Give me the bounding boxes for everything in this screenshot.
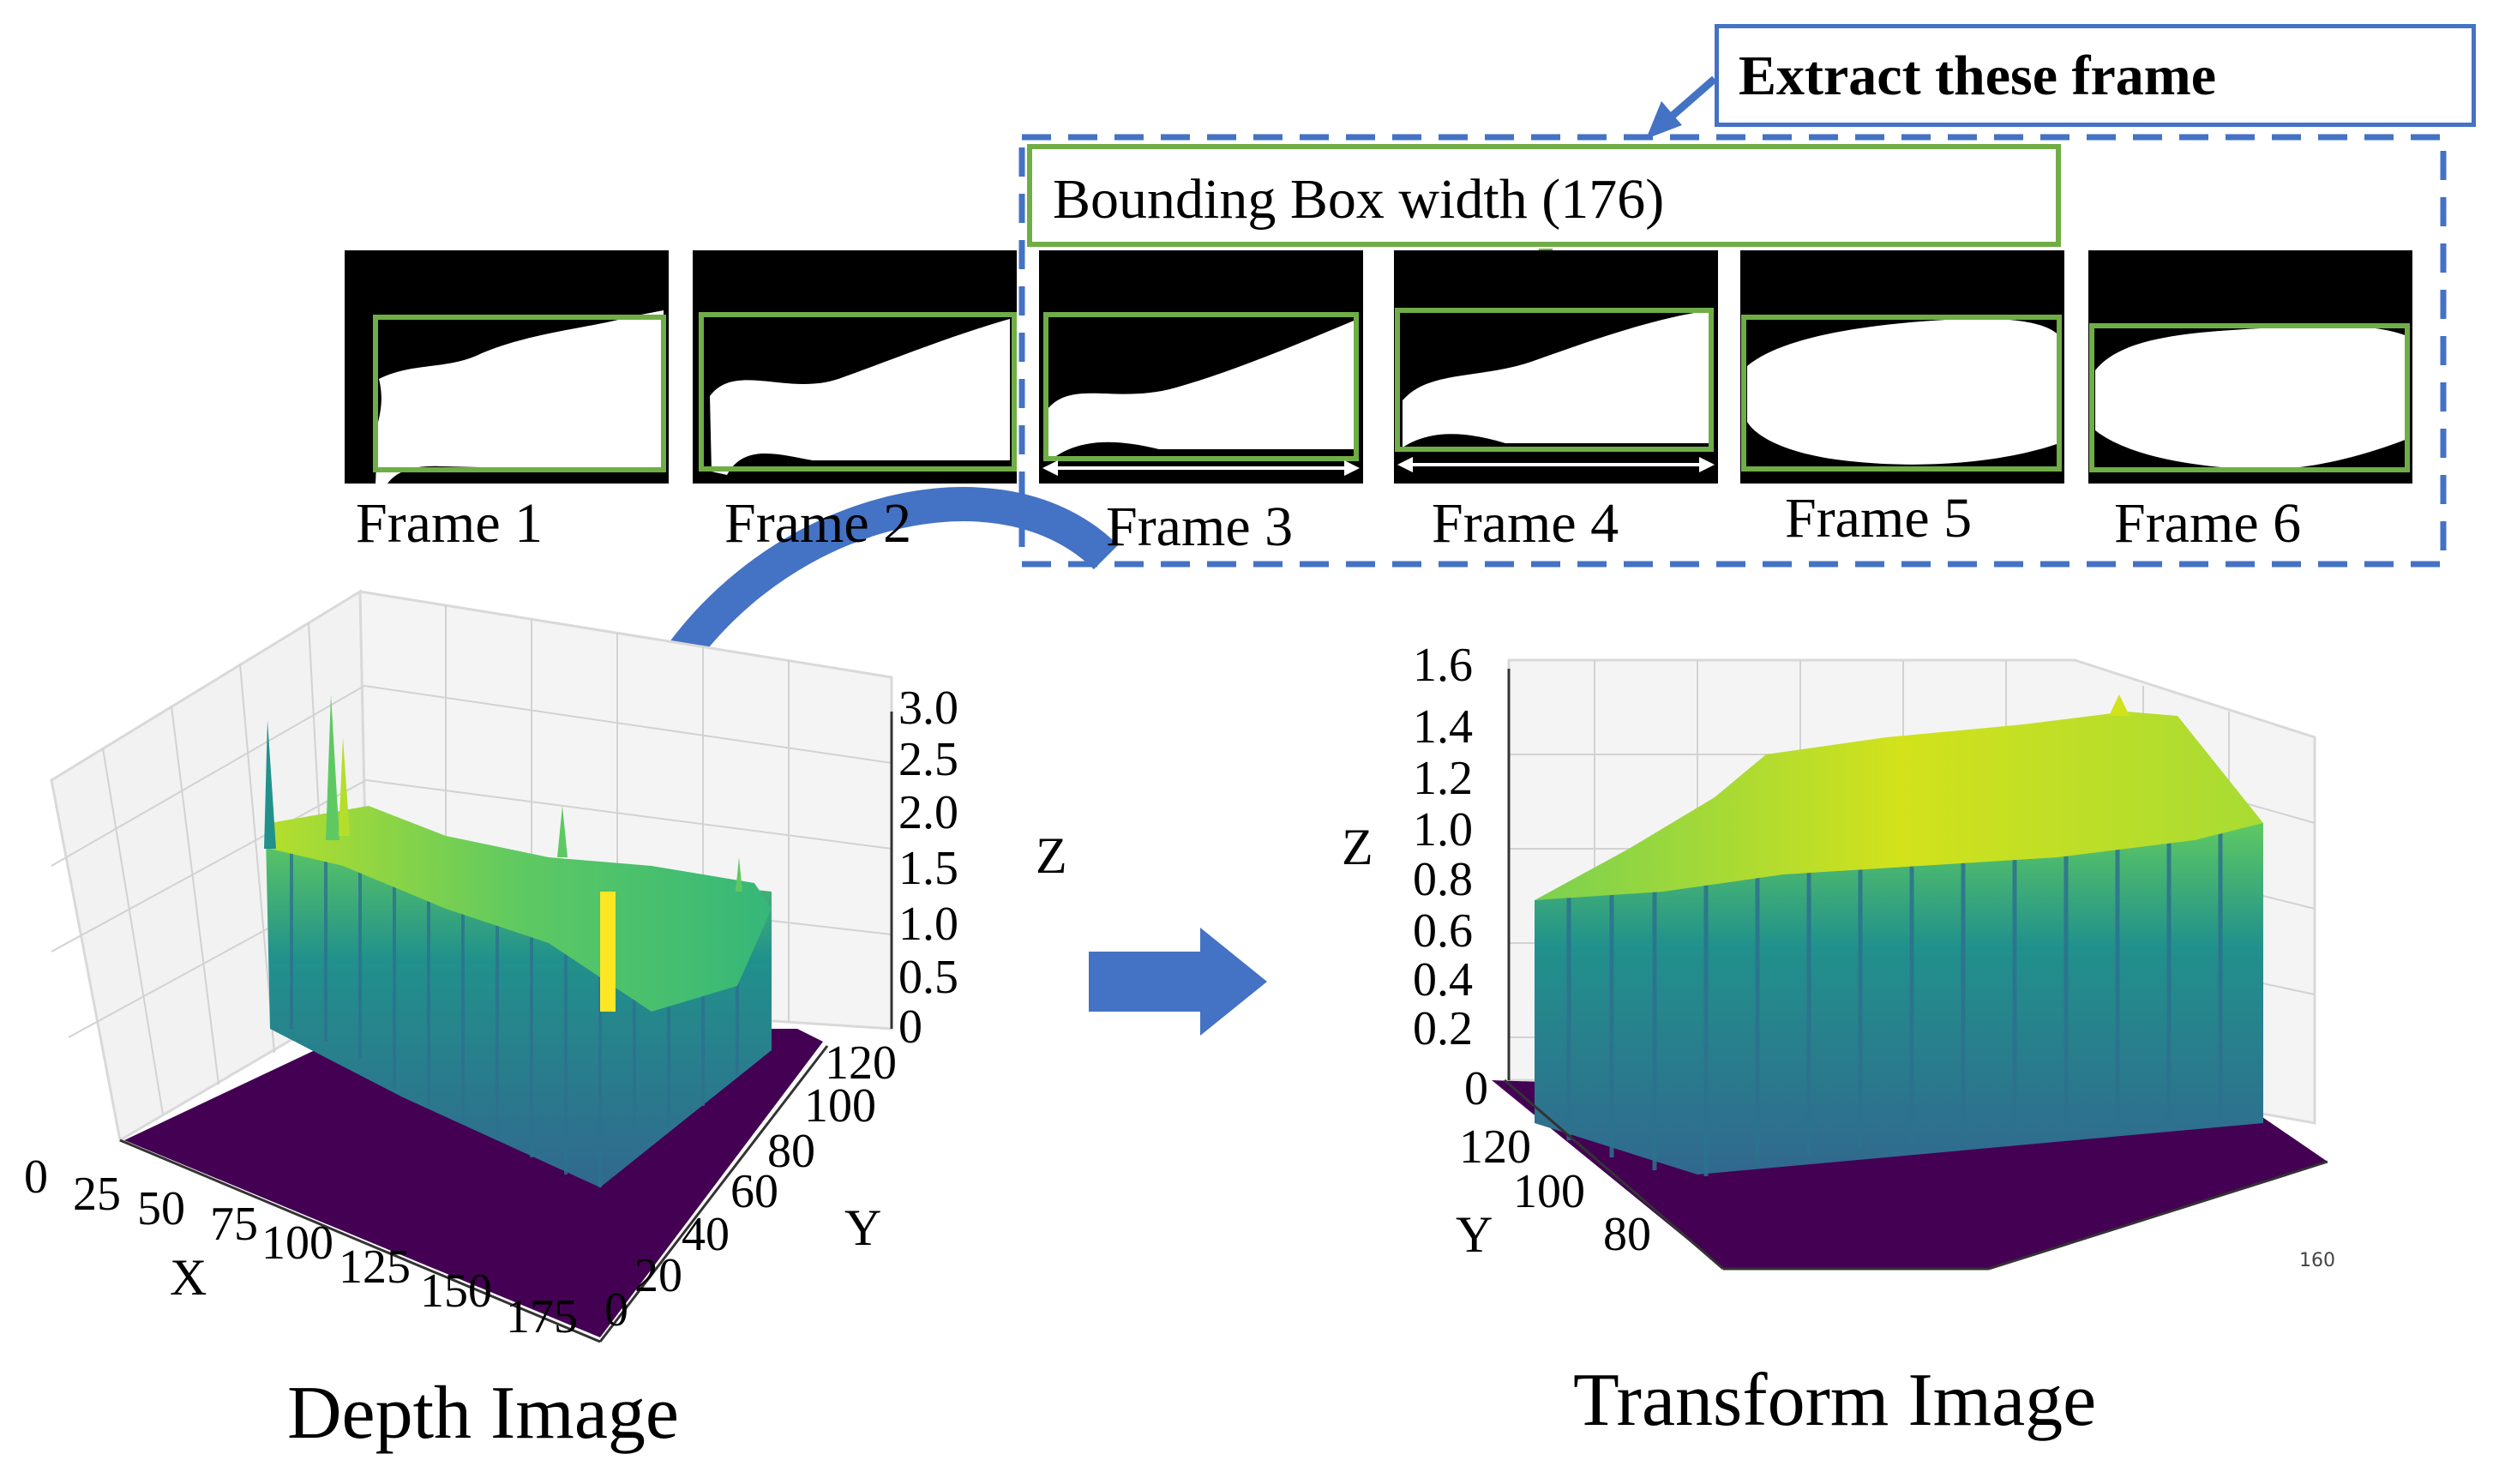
frame-6-label: Frame 6: [2114, 492, 2302, 555]
frame-5-label: Frame 5: [1785, 487, 1973, 550]
transform-z-tick: 1.0: [1413, 803, 1473, 856]
transform-y-tick: 120: [1459, 1121, 1531, 1174]
depth-y-tick: 60: [730, 1165, 778, 1218]
depth-y-tick: 100: [804, 1079, 876, 1133]
transform-image-caption: Transform Image: [1573, 1359, 2097, 1442]
extract-callout-text: Extract these frame: [1739, 45, 2217, 107]
depth-z-tick: 1.5: [898, 842, 958, 895]
transform-z-tick: 0: [1464, 1062, 1488, 1115]
depth-x-tick: 100: [261, 1217, 333, 1270]
depth-z-tick: 2.5: [898, 733, 958, 786]
frame-2-image: [693, 250, 1017, 484]
depth-x-tick: 75: [210, 1198, 258, 1251]
transform-z-tick: 0.4: [1413, 953, 1473, 1006]
transform-z-tick: 1.4: [1413, 700, 1473, 754]
transform-y-tick: 80: [1603, 1208, 1651, 1261]
bbox-width-callout-box: [1027, 144, 2061, 247]
extract-pointer-arrow: [1646, 75, 1717, 139]
transform-z-label: Z: [1342, 819, 1373, 875]
depth-plot: [50, 589, 893, 1343]
frame-2-label: Frame 2: [724, 492, 912, 555]
depth-image-caption: Depth Image: [287, 1372, 679, 1455]
depth-z-tick: 3.0: [898, 682, 958, 735]
depth-x-tick: 50: [137, 1182, 185, 1235]
depth-x-tick: 0: [24, 1151, 48, 1204]
transform-x-tick-partial: 160: [2299, 1250, 2335, 1271]
bbox-width-callout-text: Bounding Box width (176): [1053, 168, 1665, 231]
frame-1-label: Frame 1: [356, 492, 544, 555]
frame-5-image: [1740, 250, 2064, 484]
depth-y-tick: 20: [634, 1249, 682, 1302]
transform-plot: [1492, 658, 2328, 1271]
depth-y-tick: 120: [825, 1036, 897, 1090]
depth-x-tick: 25: [73, 1168, 121, 1221]
frame-4-label: Frame 4: [1432, 492, 1619, 555]
frame-3-image: [1039, 250, 1363, 484]
depth-z-label: Z: [1036, 827, 1067, 884]
transform-z-tick: 0.8: [1413, 853, 1473, 906]
depth-z-tick: 0: [898, 1000, 922, 1054]
depth-y-label: Y: [844, 1199, 882, 1256]
transform-y-label: Y: [1456, 1206, 1493, 1263]
frame-1-image: [345, 250, 669, 484]
depth-x-tick: 175: [506, 1290, 578, 1343]
transform-arrow: [1089, 928, 1267, 1036]
depth-x-tick: 125: [339, 1241, 411, 1294]
frame-6-image: [2088, 250, 2412, 484]
transform-z-tick: 0.6: [1413, 904, 1473, 958]
transform-z-tick: 0.2: [1413, 1002, 1473, 1055]
depth-z-tick: 1.0: [898, 898, 958, 951]
frame-3-label: Frame 3: [1106, 496, 1294, 558]
selected-frames-dashed-box: [1018, 134, 2447, 568]
extract-callout-box: [1715, 24, 2476, 127]
depth-y-tick: 0: [604, 1283, 628, 1337]
depth-x-tick: 150: [420, 1265, 492, 1318]
depth-z-tick: 2.0: [898, 786, 958, 839]
transform-z-tick: 1.2: [1413, 752, 1473, 805]
transform-z-tick: 1.6: [1413, 639, 1473, 692]
depth-x-label: X: [170, 1249, 207, 1306]
transform-y-tick: 100: [1513, 1165, 1585, 1218]
frame-4-image: [1394, 250, 1718, 484]
depth-y-tick: 40: [682, 1208, 730, 1261]
depth-z-tick: 0.5: [898, 951, 958, 1004]
depth-y-tick: 80: [767, 1125, 815, 1178]
